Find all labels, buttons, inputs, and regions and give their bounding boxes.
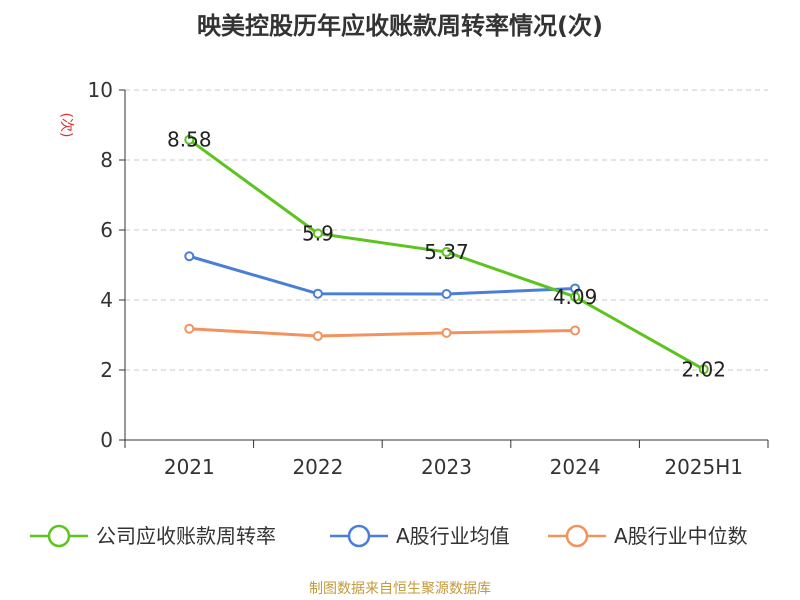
data-label: 5.9: [302, 222, 334, 246]
y-tick-label: 0: [100, 428, 113, 452]
data-label: 8.58: [167, 128, 212, 152]
source-footer: 制图数据来自恒生聚源数据库: [309, 581, 491, 597]
y-axis-unit: (次): [58, 113, 74, 138]
x-tick-label: 2023: [421, 455, 472, 479]
y-tick-label: 4: [100, 288, 113, 312]
series-line: [188, 254, 576, 296]
series-layer: [184, 134, 709, 375]
data-labels: 8.58 5.9 5.37 4.09 2.02: [167, 128, 726, 382]
data-point: [441, 327, 452, 338]
x-tick-label: 2021: [164, 455, 215, 479]
data-point: [184, 251, 195, 262]
data-point: [698, 364, 709, 375]
data-point: [441, 289, 452, 300]
data-point: [312, 228, 323, 239]
y-tick-label: 10: [88, 78, 113, 102]
series-line: [189, 327, 576, 338]
legend-swatch-marker: [565, 524, 589, 548]
y-tick-label: 2: [100, 358, 113, 382]
legend-label: A股行业均值: [396, 524, 510, 548]
legend-swatch-marker: [47, 524, 71, 548]
grid-lines: [125, 89, 768, 371]
data-point: [312, 288, 323, 299]
data-point: [312, 331, 323, 342]
legend-label: A股行业中位数: [614, 524, 748, 548]
y-tick-label: 8: [100, 148, 113, 172]
legend: 公司应收账款周转率 A股行业均值 A股行业中位数: [30, 524, 748, 548]
data-point: [441, 247, 452, 258]
y-tick-label: 6: [100, 218, 113, 242]
x-tick-label: 2022: [292, 455, 343, 479]
axes: 0 2 4 6 8 10 2021 2022 2023 2024 2025H1 (次): [58, 78, 769, 479]
data-point: [570, 291, 581, 302]
x-tick-label: 2025H1: [664, 455, 743, 479]
legend-label: 公司应收账款周转率: [96, 524, 276, 548]
legend-swatch-marker: [347, 524, 371, 548]
data-label: 5.37: [424, 240, 469, 264]
data-point: [184, 134, 195, 145]
data-point: [184, 323, 195, 334]
data-point: [570, 325, 581, 336]
x-tick-label: 2024: [550, 455, 601, 479]
chart-title: 映美控股历年应收账款周转率情况(次): [197, 12, 603, 40]
data-label: 2.02: [681, 357, 726, 381]
data-label: 4.09: [553, 285, 598, 309]
